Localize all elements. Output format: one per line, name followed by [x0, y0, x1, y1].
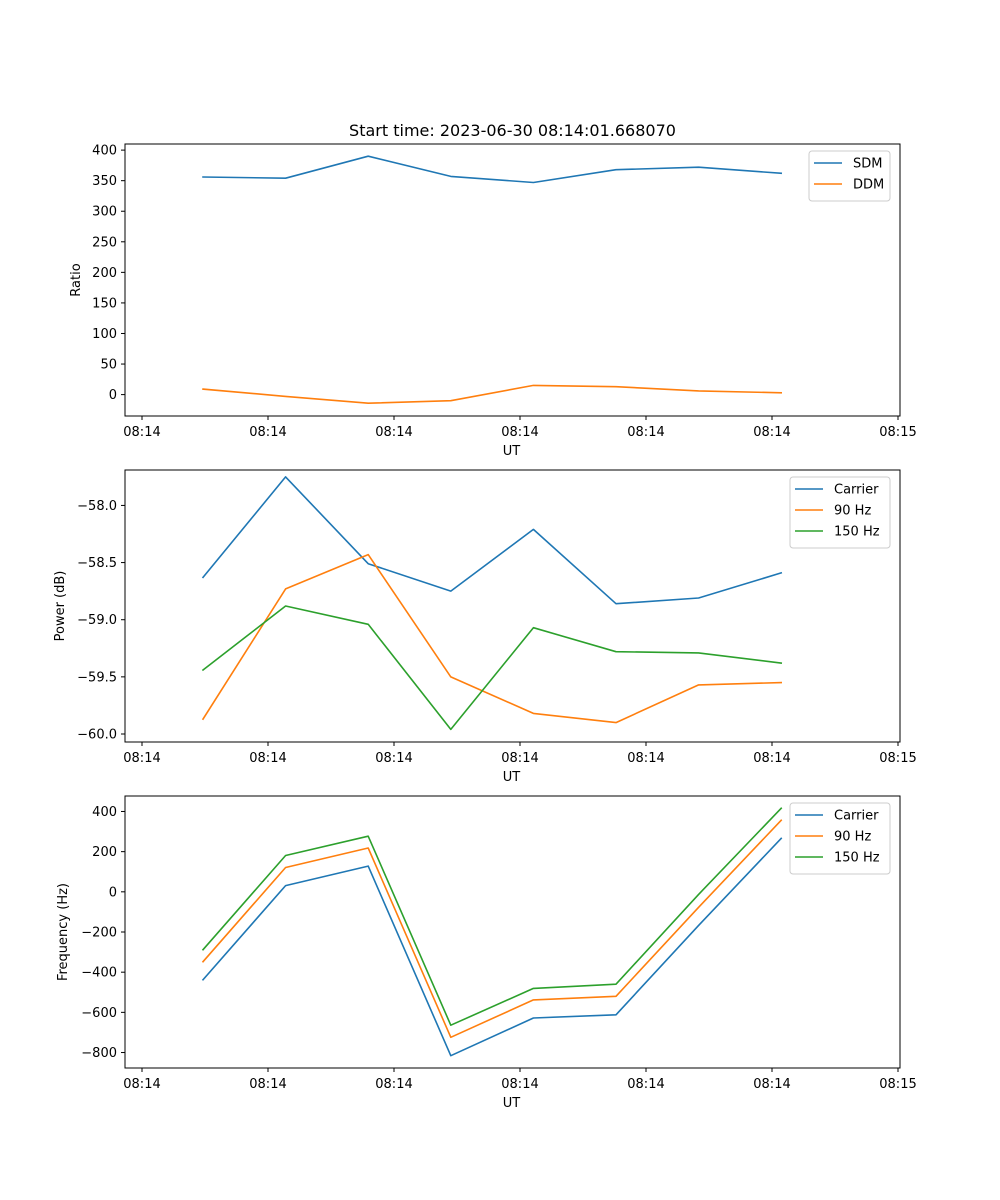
x-tick-label: 08:14	[249, 751, 286, 766]
y-tick-label: −58.5	[77, 556, 117, 571]
y-tick-label: 150	[92, 296, 117, 311]
y-tick-label: −59.5	[77, 670, 117, 685]
x-tick-label: 08:15	[879, 751, 916, 766]
x-tick-label: 08:14	[249, 1077, 286, 1092]
x-axis-label: UT	[503, 770, 521, 785]
y-tick-label: 250	[92, 235, 117, 250]
x-tick-label: 08:14	[375, 751, 412, 766]
x-tick-label: 08:14	[627, 425, 664, 440]
y-tick-label: −800	[81, 1046, 117, 1061]
legend-entry: Carrier	[834, 483, 879, 498]
x-tick-label: 08:14	[501, 1077, 538, 1092]
chart-panel-1: Start time: 2023-06-30 08:14:01.668070 08…	[69, 121, 917, 459]
x-tick-label: 08:14	[501, 751, 538, 766]
series-line-150-hz	[201, 807, 783, 1026]
x-tick-label: 08:15	[879, 425, 916, 440]
axes-frame	[124, 143, 901, 417]
x-tick-label: 08:14	[123, 1077, 160, 1092]
axes-frame	[124, 469, 901, 743]
y-tick-label: −600	[81, 1006, 117, 1021]
y-tick-label: 350	[92, 174, 117, 189]
y-axis-label: Ratio	[69, 263, 84, 296]
series-line-150-hz	[201, 605, 783, 731]
x-axis-label: UT	[503, 1096, 521, 1111]
x-tick-label: 08:14	[627, 751, 664, 766]
legend: SDM DDM	[808, 150, 891, 202]
series-line-ddm	[202, 384, 783, 405]
x-axis-label: UT	[503, 444, 521, 459]
x-tick-label: 08:15	[879, 1077, 916, 1092]
legend-entry: 90 Hz	[834, 504, 871, 519]
chart-panel-2: 08:14 08:14 08:14 08:14 08:14 08:14 08:15 UT −60…	[53, 469, 917, 785]
legend-entry: DDM	[853, 178, 884, 193]
y-tick-label: 400	[92, 805, 117, 820]
y-tick-label: 200	[92, 266, 117, 281]
series-line-carrier	[201, 837, 783, 1057]
legend-entry: 90 Hz	[834, 830, 871, 845]
x-tick-label: 08:14	[753, 425, 790, 440]
y-tick-label: −200	[81, 926, 117, 941]
legend: Carrier 90 Hz 150 Hz	[789, 476, 891, 549]
x-tick-label: 08:14	[753, 1077, 790, 1092]
legend-entry: Carrier	[834, 809, 879, 824]
x-tick-label: 08:14	[123, 425, 160, 440]
series-line-90-hz	[201, 819, 783, 1039]
chart-title: Start time: 2023-06-30 08:14:01.668070	[349, 121, 676, 140]
chart-panel-3: 08:14 08:14 08:14 08:14 08:14 08:14 08:15 UT −80…	[56, 795, 917, 1111]
y-tick-label: 50	[100, 358, 117, 373]
series-line-carrier	[201, 476, 783, 605]
y-tick-label: 200	[92, 845, 117, 860]
y-tick-label: −60.0	[77, 728, 117, 743]
y-tick-label: 400	[92, 144, 117, 159]
legend-entry: SDM	[853, 157, 882, 172]
y-axis-label: Frequency (Hz)	[56, 883, 71, 981]
y-axis-label: Power (dB)	[53, 571, 68, 642]
x-tick-label: 08:14	[123, 751, 160, 766]
legend-entry: 150 Hz	[834, 851, 880, 866]
x-tick-label: 08:14	[375, 425, 412, 440]
legend-entry: 150 Hz	[834, 525, 880, 540]
legend: Carrier 90 Hz 150 Hz	[789, 802, 891, 875]
series-line-sdm	[202, 155, 783, 184]
series-line-90-hz	[201, 553, 783, 724]
x-tick-label: 08:14	[753, 751, 790, 766]
y-tick-label: 300	[92, 205, 117, 220]
x-tick-label: 08:14	[501, 425, 538, 440]
x-tick-label: 08:14	[249, 425, 286, 440]
y-tick-label: −58.0	[77, 499, 117, 514]
y-tick-label: 0	[109, 885, 117, 900]
y-tick-label: 100	[92, 327, 117, 342]
y-tick-label: 0	[109, 388, 117, 403]
x-tick-label: 08:14	[375, 1077, 412, 1092]
y-tick-label: −59.0	[77, 613, 117, 628]
y-tick-label: −400	[81, 966, 117, 981]
x-tick-label: 08:14	[627, 1077, 664, 1092]
